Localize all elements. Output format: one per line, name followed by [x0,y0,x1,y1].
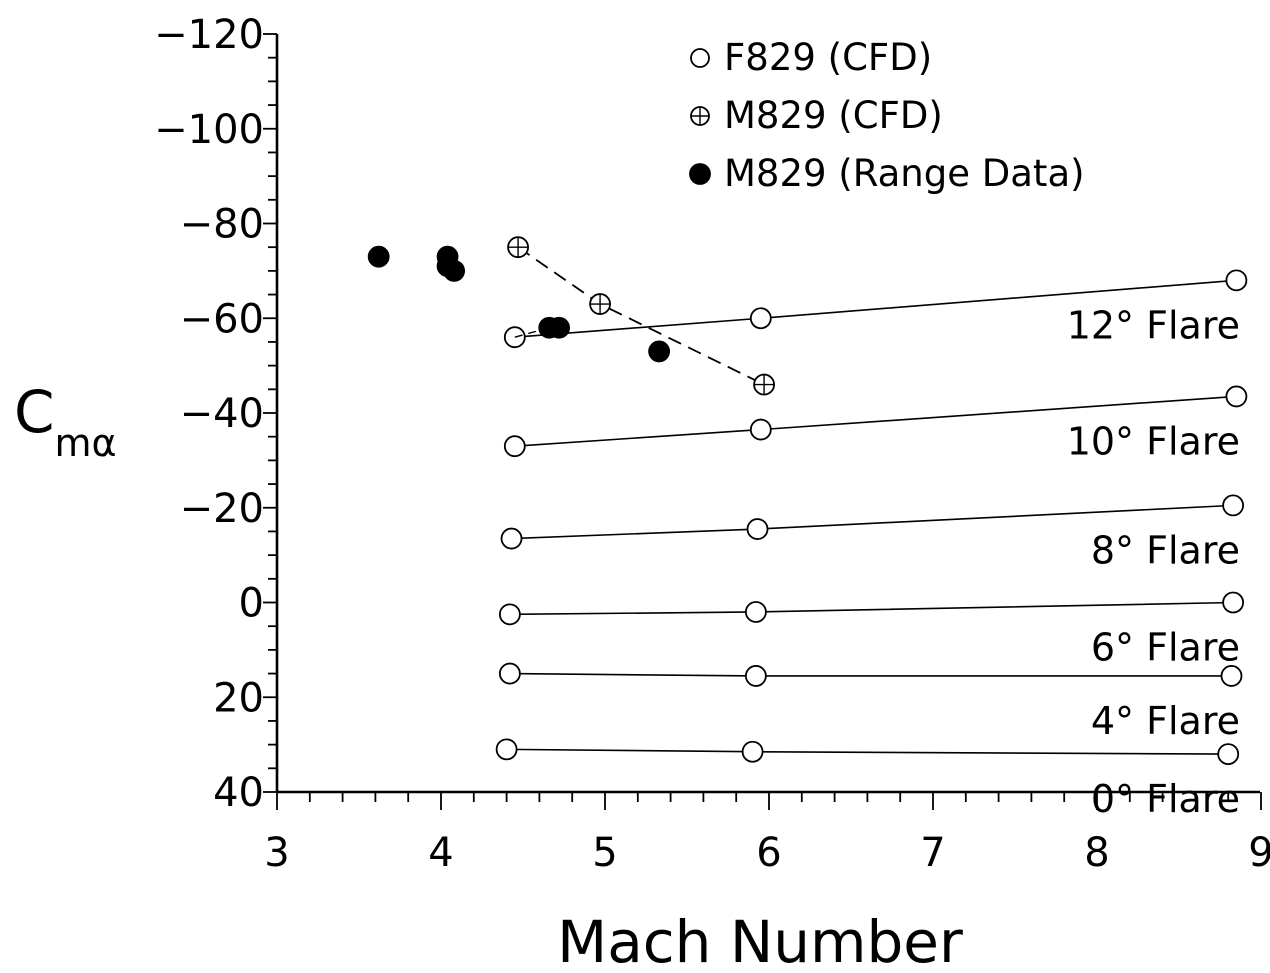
series-line [510,674,1232,676]
x-tick-label: 7 [920,830,945,876]
series-label: 4° Flare [1091,699,1240,743]
legend-marker [691,107,709,125]
series-label: 0° Flare [1091,777,1240,821]
data-point [549,318,569,338]
legend-item: M829 (Range Data) [690,152,1085,195]
legend-label: F829 (CFD) [724,36,932,79]
flare-labels: 12° Flare 10° Flare 8° Flare 6° Flare 4° Fla… [1067,303,1240,821]
legend-item: F829 (CFD) [691,36,932,79]
x-tick-label: 9 [1248,830,1270,876]
y-tick-label: 20 [213,675,264,721]
data-point [649,341,669,361]
legend: F829 (CFD) M829 (CFD) M829 (Range Data) [690,36,1085,195]
data-point [1223,593,1243,613]
data-point [746,666,766,686]
data-point [369,247,389,267]
data-point [1226,386,1246,406]
legend-marker [691,49,709,67]
y-tick-label: −60 [180,296,264,342]
series-6 [508,237,774,394]
y-tick-label: −80 [180,202,264,248]
y-axis-title-sub: mα [55,421,117,465]
data-point [743,742,763,762]
data-point [751,420,771,440]
x-tick-label: 8 [1084,830,1109,876]
data-point [1226,270,1246,290]
data-point [754,375,774,395]
legend-marker [690,164,710,184]
x-tick-label: 4 [428,830,453,876]
x-tick-label: 3 [264,830,289,876]
data-point [1218,744,1238,764]
legend-label: M829 (Range Data) [724,152,1085,195]
data-point [748,519,768,539]
data-point [500,664,520,684]
data-point [746,602,766,622]
axes [277,34,1260,792]
series-label: 8° Flare [1091,528,1240,572]
series-label: 12° Flare [1067,303,1240,347]
y-tick-label: −20 [180,486,264,532]
x-tick-label: 6 [756,830,781,876]
y-tick-label: −40 [180,391,264,437]
series-label: 6° Flare [1091,626,1240,670]
data-point [500,604,520,624]
y-tick-label: 0 [239,581,264,627]
legend-label: M829 (CFD) [724,94,943,137]
series-line [518,247,764,384]
x-tick-label: 5 [592,830,617,876]
y-tick-label: −120 [154,12,264,58]
series-3 [500,593,1243,625]
series-5 [497,739,1239,764]
series-line [507,749,1229,754]
y-axis-title-main: C [14,378,55,446]
y-tick-label: −100 [154,107,264,153]
y-axis-title: Cmα [14,378,117,465]
data-point [508,237,528,257]
data-point [751,308,771,328]
legend-item: M829 (CFD) [691,94,943,137]
series-line [510,603,1233,615]
y-tick-label: 40 [213,770,264,816]
data-point [1223,495,1243,515]
x-axis-title: Mach Number [557,908,963,973]
data-point [444,261,464,281]
data-point [497,739,517,759]
data-point [502,529,522,549]
data-point [590,294,610,314]
data-point [505,436,525,456]
series-label: 10° Flare [1067,419,1240,463]
